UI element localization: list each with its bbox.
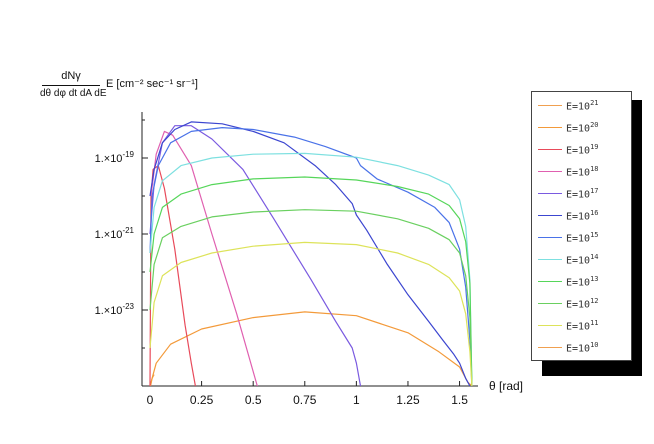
legend-swatch [538,215,562,216]
x-tick-label: 1 [353,393,360,407]
legend-item: E=1014 [532,250,631,270]
legend-swatch [538,281,562,282]
y-tick-label: 1.×10-21 [95,226,135,241]
legend-swatch [538,325,562,326]
legend-item: E=1021 [532,96,631,116]
legend-swatch [538,347,562,348]
legend-label: E=1019 [566,143,599,157]
legend-item: E=1012 [532,294,631,314]
legend-item: E=1013 [532,272,631,292]
y-axis-label-denominator: dθ dφ dt dA dE [40,88,107,99]
legend-label: E=1020 [566,121,599,135]
legend-label: E=1012 [566,297,599,311]
legend-label: E=1014 [566,253,599,267]
series-line-15 [149,127,473,386]
legend-item: E=1018 [532,162,631,182]
legend-label: E=1013 [566,275,599,289]
series-line-13 [149,176,473,386]
x-tick-label: 0.5 [245,393,262,407]
x-tick-label: 0.25 [190,393,214,407]
legend-label: E=1021 [566,99,599,113]
x-tick-label: 0 [147,393,154,407]
y-axis-label: dNγ dθ dφ dt dA dE E [cm⁻² sec⁻¹ sr⁻¹] [40,68,290,108]
series-line-20 [149,311,473,386]
legend-item: E=1016 [532,206,631,226]
legend-swatch [538,303,562,304]
x-tick-label: 1.5 [451,393,468,407]
series-line-11 [149,241,473,386]
y-tick-label: 1.×10-23 [95,302,135,317]
series-line-17 [149,125,362,386]
legend-swatch [538,171,562,172]
legend-label: E=1016 [566,209,599,223]
y-tick-label: 1.×10-19 [95,150,135,165]
x-axis-label: θ [rad] [489,379,523,393]
legend: E=1021 E=1020 E=1019 E=1018 E=1017 E=1016 E=10… [531,91,632,361]
legend-label: E=1017 [566,187,599,201]
series-line-12 [149,209,473,386]
legend-item: E=1015 [532,228,631,248]
legend-item: E=1017 [532,184,631,204]
legend-swatch [538,149,562,150]
legend-item: E=1020 [532,118,631,138]
legend-swatch [538,105,562,106]
legend-item: E=1011 [532,316,631,336]
legend-label: E=1010 [566,341,599,355]
legend-item: E=1019 [532,140,631,160]
legend-label: E=1011 [566,319,599,333]
x-tick-label: 0.75 [293,393,317,407]
series-line-14 [149,152,473,386]
legend-label: E=1018 [566,165,599,179]
legend-swatch [538,127,562,128]
legend-item: E=1010 [532,338,631,358]
series-line-18 [150,130,258,386]
x-tick-label: 1.25 [396,393,420,407]
series-line-16 [149,121,471,386]
y-axis-label-units: E [cm⁻² sec⁻¹ sr⁻¹] [106,78,198,90]
legend-swatch [538,193,562,194]
y-axis-label-numerator: dNγ [61,70,81,82]
legend-swatch [538,259,562,260]
legend-label: E=1015 [566,231,599,245]
legend-swatch [538,237,562,238]
